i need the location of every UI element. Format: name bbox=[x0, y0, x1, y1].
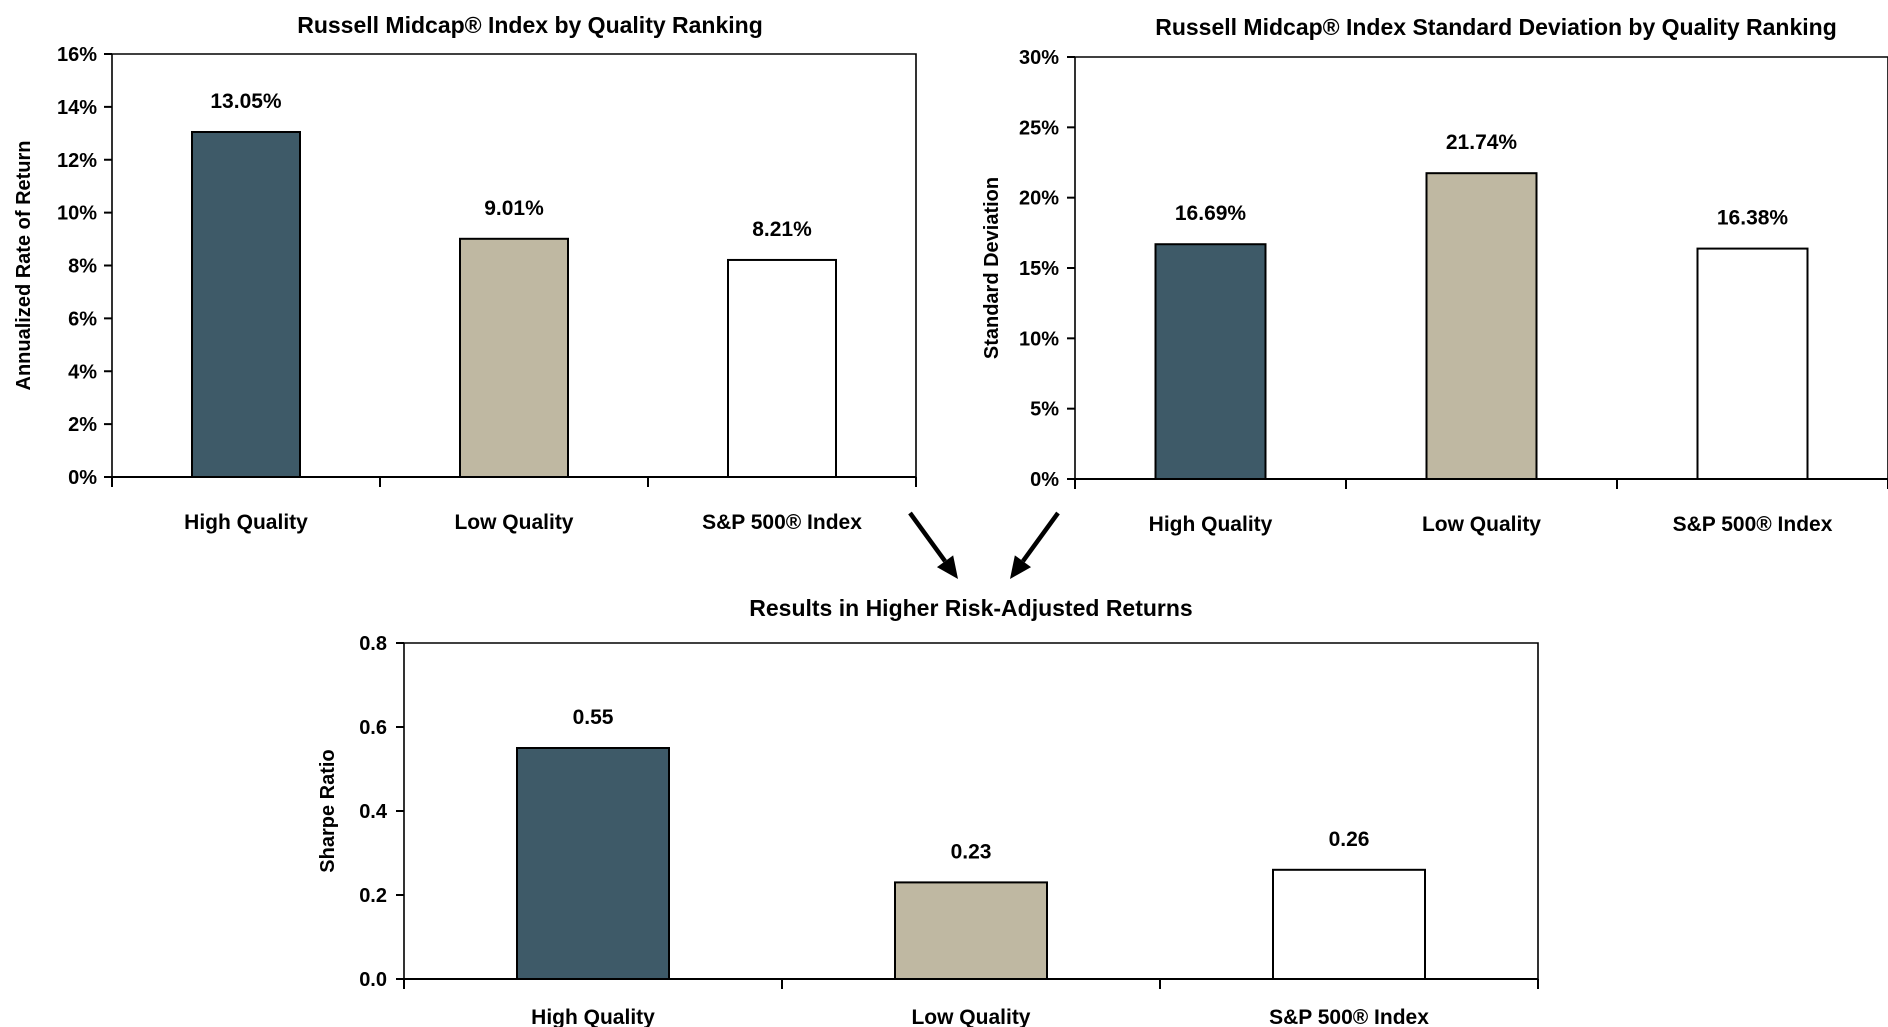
y-tick-label: 6% bbox=[68, 308, 97, 330]
data-label: 21.74% bbox=[1446, 131, 1518, 154]
bar-high-quality bbox=[1154, 243, 1267, 480]
std-dev-chart: Russell Midcap® Index Standard Deviation… bbox=[981, 14, 1888, 536]
y-tick-label: 0.2 bbox=[359, 885, 387, 907]
x-tick-label: S&P 500® Index bbox=[702, 511, 862, 534]
y-tick-label: 8% bbox=[68, 256, 97, 278]
y-tick-label: 12% bbox=[57, 150, 97, 172]
data-label: 0.26 bbox=[1329, 828, 1370, 851]
data-label: 8.21% bbox=[752, 218, 812, 241]
bar-low-quality bbox=[459, 237, 569, 478]
data-label: 9.01% bbox=[484, 197, 544, 220]
x-tick-label: Low Quality bbox=[911, 1006, 1030, 1027]
x-tick-label: High Quality bbox=[531, 1006, 655, 1027]
arrows bbox=[908, 511, 1060, 579]
y-tick-label: 0% bbox=[68, 467, 97, 489]
data-label: 16.38% bbox=[1717, 207, 1789, 230]
return-chart: Russell Midcap® Index by Quality Ranking… bbox=[13, 12, 917, 534]
bar-high-quality bbox=[191, 130, 301, 478]
y-tick-label: 30% bbox=[1019, 47, 1059, 69]
y-axis-label: Sharpe Ratio bbox=[317, 749, 339, 872]
x-tick-label: S&P 500® Index bbox=[1269, 1006, 1429, 1027]
x-tick-label: High Quality bbox=[1149, 513, 1273, 536]
y-tick-label: 10% bbox=[57, 203, 97, 225]
x-tick-label: S&P 500® Index bbox=[1673, 513, 1833, 536]
y-tick-label: 20% bbox=[1019, 188, 1059, 210]
x-tick-label: Low Quality bbox=[1422, 513, 1541, 536]
bar-high-quality bbox=[516, 747, 670, 980]
y-tick-label: 16% bbox=[57, 44, 97, 66]
arrow-right-down-icon bbox=[908, 511, 958, 579]
y-tick-label: 0.0 bbox=[359, 969, 387, 991]
y-tick-label: 5% bbox=[1030, 399, 1059, 421]
data-label: 16.69% bbox=[1175, 202, 1247, 225]
y-tick-label: 25% bbox=[1019, 117, 1059, 139]
y-tick-label: 2% bbox=[68, 414, 97, 436]
bar-s-p-500-index bbox=[1696, 247, 1809, 480]
sharpe-chart: Results in Higher Risk-Adjusted Returns S… bbox=[317, 595, 1539, 1027]
y-tick-label: 0% bbox=[1030, 469, 1059, 491]
y-tick-label: 10% bbox=[1019, 328, 1059, 350]
data-label: 0.55 bbox=[573, 706, 614, 729]
bar-s-p-500-index bbox=[727, 258, 837, 478]
y-tick-label: 0.6 bbox=[359, 717, 387, 739]
bar-s-p-500-index bbox=[1272, 868, 1426, 980]
y-axis-label: Annualized Rate of Return bbox=[13, 140, 35, 390]
data-label: 13.05% bbox=[210, 90, 282, 113]
chart-title: Russell Midcap® Index Standard Deviation… bbox=[1155, 14, 1837, 40]
x-tick-label: Low Quality bbox=[454, 511, 573, 534]
y-tick-label: 4% bbox=[68, 361, 97, 383]
arrow-left-down-icon bbox=[1010, 511, 1060, 579]
bar-low-quality bbox=[894, 881, 1048, 981]
bar-low-quality bbox=[1425, 172, 1538, 480]
chart-title: Russell Midcap® Index by Quality Ranking bbox=[297, 12, 763, 38]
chart-title: Results in Higher Risk-Adjusted Returns bbox=[749, 595, 1192, 621]
y-tick-label: 0.8 bbox=[359, 633, 387, 655]
y-tick-label: 15% bbox=[1019, 258, 1059, 280]
data-label: 0.23 bbox=[951, 840, 992, 863]
y-tick-label: 14% bbox=[57, 97, 97, 119]
y-axis-label: Standard Deviation bbox=[981, 177, 1003, 359]
x-tick-label: High Quality bbox=[184, 511, 308, 534]
y-tick-label: 0.4 bbox=[359, 801, 388, 823]
